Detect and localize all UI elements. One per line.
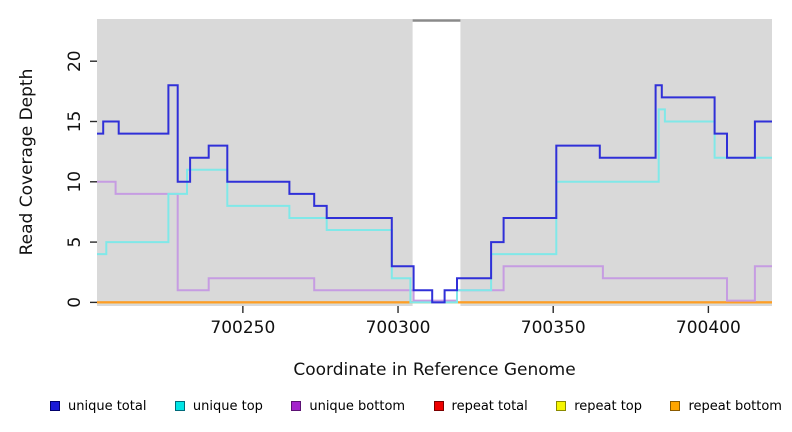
y-tick-label: 20 xyxy=(65,50,85,72)
y-tick-label: 10 xyxy=(65,171,85,193)
legend-label: repeat bottom xyxy=(688,398,782,414)
legend-item-repeat-top: repeat top xyxy=(556,394,642,418)
legend-item-repeat-bottom: repeat bottom xyxy=(670,394,782,418)
legend-swatch-icon xyxy=(291,401,302,411)
legend-item-unique-top: unique top xyxy=(174,394,263,418)
series-line-unique-top xyxy=(97,108,772,304)
legend-label: repeat total xyxy=(451,398,528,414)
legend-item-repeat-total: repeat total xyxy=(433,394,528,418)
legend-swatch-icon xyxy=(433,401,444,411)
y-tick-label: 0 xyxy=(65,297,85,308)
y-axis-title: Read Coverage Depth xyxy=(17,69,37,256)
series-line-unique-bottom xyxy=(97,180,772,302)
series-line-unique-total xyxy=(97,84,772,304)
x-axis-title: Coordinate in Reference Genome xyxy=(293,360,576,380)
legend-label: unique bottom xyxy=(309,398,406,414)
legend-item-unique-total: unique total xyxy=(50,394,146,418)
y-tick-label: 15 xyxy=(65,111,85,133)
y-tick-label: 5 xyxy=(65,237,85,248)
x-tick-label: 700350 xyxy=(521,318,586,338)
x-tick-label: 700400 xyxy=(676,318,741,338)
legend-item-unique-bottom: unique bottom xyxy=(291,394,405,418)
x-tick-label: 700300 xyxy=(366,318,431,338)
legend-label: repeat top xyxy=(574,398,642,414)
legend-swatch-icon xyxy=(50,401,60,411)
legend-label: unique total xyxy=(68,398,147,414)
x-tick-label: 700250 xyxy=(210,318,275,338)
legend-swatch-icon xyxy=(174,401,185,411)
legend-swatch-icon xyxy=(556,401,567,411)
legend-label: unique top xyxy=(192,398,263,414)
gap-band xyxy=(412,19,461,306)
legend: unique total unique top unique bottom repea… xyxy=(0,394,792,418)
legend-swatch-icon xyxy=(670,401,681,411)
